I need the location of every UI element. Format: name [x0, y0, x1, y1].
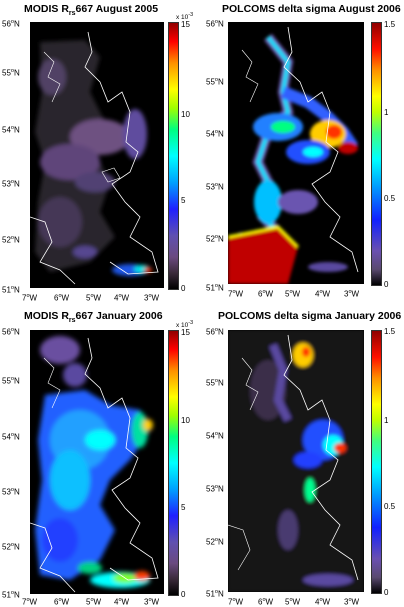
lat-label: 56oN: [2, 19, 20, 29]
lat-label: 52oN: [206, 234, 224, 244]
colorbar: [168, 330, 179, 596]
colorbar-tick: 0: [181, 590, 186, 599]
lon-label: 6oW: [54, 293, 70, 303]
colorbar: [168, 22, 179, 290]
lon-label: 4oW: [114, 597, 130, 607]
lat-label: 51oN: [206, 589, 224, 599]
lat-label: 55oN: [2, 68, 20, 78]
colorbar-tick: 10: [181, 416, 190, 425]
colorbar-scale-label: x 10-3: [176, 320, 194, 330]
map-image: [30, 22, 164, 288]
lat-label: 51oN: [2, 285, 20, 295]
lon-label: 7oW: [228, 597, 244, 607]
lon-label: 3oW: [144, 293, 160, 303]
panel-title: MODIS Rrs667 January 2006: [24, 310, 163, 325]
colorbar-tick: 1: [384, 108, 389, 117]
colorbar-tick: 1.5: [384, 327, 396, 336]
lat-label: 54oN: [2, 125, 20, 135]
lon-label: 5oW: [285, 289, 301, 299]
lat-label: 51oN: [2, 590, 20, 600]
lat-label: 53oN: [2, 487, 20, 497]
lon-label: 6oW: [54, 597, 70, 607]
lon-label: 6oW: [258, 597, 274, 607]
map-image: [228, 22, 364, 284]
colorbar-tick: 1: [384, 416, 389, 425]
lat-label: 52oN: [206, 537, 224, 547]
colorbar-tick: 5: [181, 196, 186, 205]
lat-label: 54oN: [2, 432, 20, 442]
panel-title: POLCOMS delta sigma January 2006: [218, 310, 402, 322]
lon-label: 4oW: [114, 293, 130, 303]
lon-label: 4oW: [315, 289, 331, 299]
lat-label: 51oN: [206, 283, 224, 293]
lon-label: 7oW: [228, 289, 244, 299]
lat-label: 54oN: [206, 129, 224, 139]
lat-label: 56oN: [2, 327, 20, 337]
colorbar-tick: 0: [384, 588, 389, 597]
colorbar-tick: 1.5: [384, 20, 396, 29]
colorbar: [371, 22, 382, 286]
panel-title: POLCOMS delta sigma August 2006: [222, 3, 401, 15]
lon-label: 6oW: [258, 289, 274, 299]
lon-label: 7oW: [22, 597, 38, 607]
lat-label: 55oN: [206, 77, 224, 87]
map-image: [30, 330, 164, 594]
map-image: [228, 330, 364, 592]
lat-label: 53oN: [206, 484, 224, 494]
colorbar-tick: 0: [181, 284, 186, 293]
colorbar-tick: 10: [181, 110, 190, 119]
lon-label: 3oW: [344, 597, 360, 607]
lat-label: 56oN: [206, 327, 224, 337]
lat-label: 52oN: [2, 542, 20, 552]
colorbar-tick: 15: [181, 20, 190, 29]
panel-title: MODIS Rrs667 August 2005: [24, 3, 159, 18]
colorbar: [371, 330, 382, 594]
colorbar-tick: 0.5: [384, 502, 396, 511]
lon-label: 4oW: [315, 597, 331, 607]
colorbar-tick: 5: [181, 503, 186, 512]
lat-label: 55oN: [2, 376, 20, 386]
lon-label: 7oW: [22, 293, 38, 303]
lon-label: 3oW: [344, 289, 360, 299]
colorbar-scale-label: x 10-3: [176, 12, 194, 22]
lon-label: 5oW: [86, 293, 102, 303]
lat-label: 56oN: [206, 19, 224, 29]
lat-label: 52oN: [2, 235, 20, 245]
colorbar-tick: 15: [181, 328, 190, 337]
colorbar-tick: 0.5: [384, 194, 396, 203]
lon-label: 3oW: [144, 597, 160, 607]
lon-label: 5oW: [285, 597, 301, 607]
lat-label: 54oN: [206, 431, 224, 441]
colorbar-tick: 0: [384, 280, 389, 289]
lat-label: 55oN: [206, 378, 224, 388]
lon-label: 5oW: [86, 597, 102, 607]
lat-label: 53oN: [2, 179, 20, 189]
lat-label: 53oN: [206, 182, 224, 192]
